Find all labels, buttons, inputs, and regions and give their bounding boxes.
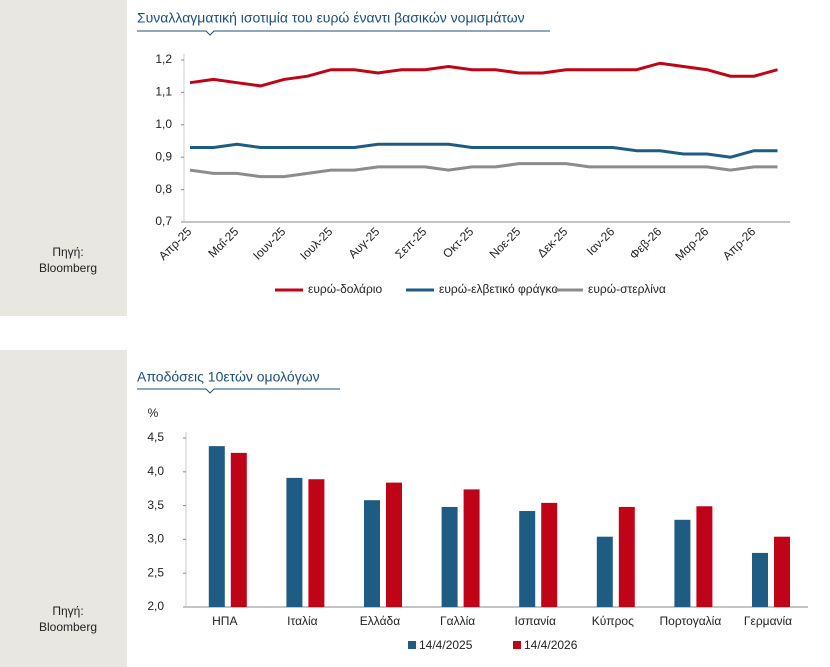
bar — [541, 502, 558, 607]
source: Πηγή: — [52, 604, 83, 618]
x-tick-label: Γερμανία — [744, 614, 792, 628]
y-tick-label: 4,5 — [147, 430, 164, 444]
bar — [441, 506, 458, 607]
legend-label: ευρώ-δολάριο — [308, 282, 382, 296]
x-tick-label: Γαλλία — [440, 614, 475, 628]
chart-title: Αποδόσεις 10ετών ομολόγων — [137, 369, 320, 385]
separator — [0, 316, 830, 350]
bar — [286, 477, 303, 607]
bar — [386, 482, 402, 607]
x-tick-label: Ελλάδα — [360, 614, 400, 628]
bar — [674, 519, 691, 607]
legend-label: 14/4/2026 — [524, 638, 578, 652]
source: Πηγή: — [52, 245, 83, 259]
legend-label: 14/4/2025 — [419, 638, 473, 652]
title-underline — [137, 30, 550, 36]
y-tick-label: 1,1 — [155, 85, 172, 99]
bar — [519, 511, 536, 607]
y-tick-label: 3,5 — [147, 498, 164, 512]
bar — [752, 552, 768, 607]
line — [189, 61, 778, 88]
y-tick-label: 0,8 — [155, 182, 172, 196]
title-underline — [137, 388, 340, 394]
bar — [364, 500, 380, 607]
legend-swatch — [513, 641, 521, 649]
y-tick-label: 0,9 — [155, 149, 172, 163]
bar — [596, 536, 613, 607]
x-tick-label: ΗΠΑ — [212, 614, 237, 628]
bar — [230, 452, 247, 607]
bar — [208, 446, 225, 607]
y-tick-label: 2,5 — [147, 565, 164, 579]
chart-title: Συναλλαγματική ισοτιμία του ευρώ έναντι … — [137, 10, 525, 26]
y-tick-label: 1,0 — [155, 117, 172, 131]
y-tick-label: 1,2 — [155, 52, 172, 66]
legend-label: ευρώ-ελβετικό φράγκο — [439, 282, 558, 296]
x-tick-label: Ιταλία — [287, 614, 318, 628]
x-tick-label: Κύπρος — [592, 614, 634, 628]
bar — [774, 536, 790, 607]
bar — [463, 489, 480, 607]
line — [189, 162, 778, 179]
y-axis-label: % — [148, 406, 159, 420]
y-tick-label: 4,0 — [147, 464, 164, 478]
bar — [618, 506, 635, 607]
source: Bloomberg — [39, 620, 97, 634]
bar — [696, 506, 713, 607]
panel — [127, 0, 830, 316]
x-tick-label: Ισπανία — [515, 614, 556, 628]
line — [190, 142, 778, 159]
source: Bloomberg — [39, 261, 97, 275]
x-tick-label: Πορτογαλία — [660, 614, 722, 628]
bar — [308, 479, 325, 607]
legend-swatch — [408, 641, 416, 649]
y-tick-label: 0,7 — [155, 214, 172, 228]
legend-label: ευρώ-στερλίνα — [588, 282, 666, 296]
y-tick-label: 2,0 — [147, 599, 164, 613]
y-tick-label: 3,0 — [147, 532, 164, 546]
